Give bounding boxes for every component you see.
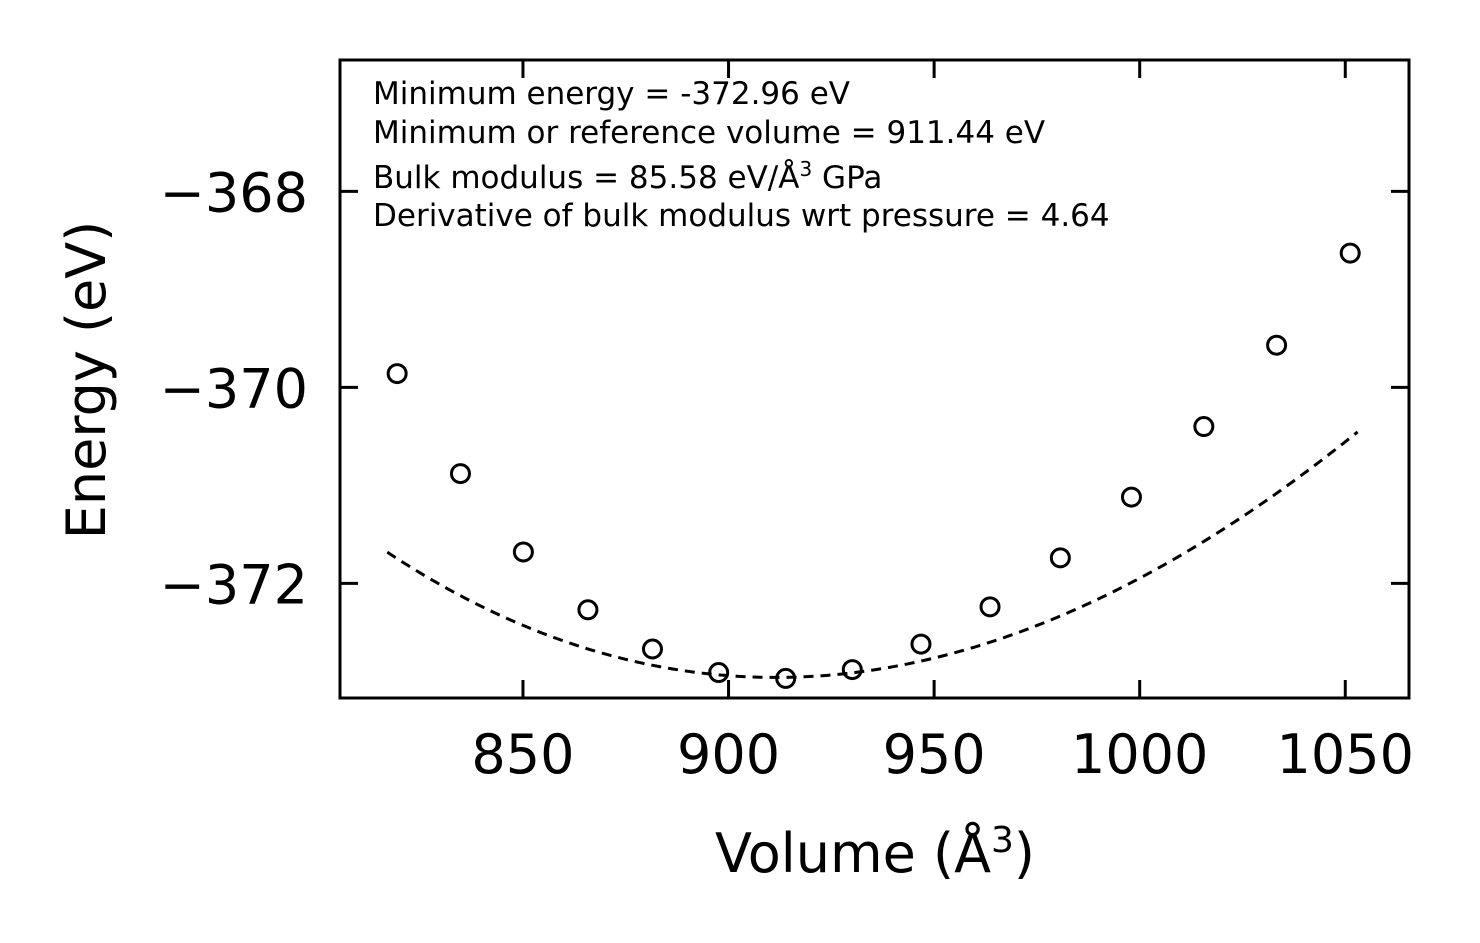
annotation-bulk-modulus-sup: 3	[799, 157, 812, 181]
x-axis-label-main: Volume (Å	[715, 821, 991, 885]
annotation-min-energy: Minimum energy = -372.96 eV	[373, 76, 850, 112]
annotation-bulk-modulus-main: Bulk modulus = 85.58 eV/Å	[373, 160, 799, 196]
annotation-bulk-derivative: Derivative of bulk modulus wrt pressure …	[373, 198, 1110, 234]
data-point	[641, 638, 663, 660]
x-tick-label: 1050	[1277, 723, 1414, 786]
y-axis-label: Energy (eV)	[55, 221, 118, 540]
data-markers	[386, 242, 1361, 689]
data-point	[1339, 242, 1361, 264]
data-point	[1266, 334, 1288, 356]
data-point	[775, 667, 797, 689]
y-ticks: −368 −370 −372	[160, 161, 1409, 616]
data-point	[910, 633, 932, 655]
plot-frame	[338, 58, 1411, 700]
annotation-bulk-modulus: Bulk modulus = 85.58 eV/Å3 GPa	[373, 157, 882, 196]
x-tick-label: 900	[677, 723, 780, 786]
x-axis-label: Volume (Å3)	[715, 820, 1035, 886]
y-tick-label: −370	[160, 357, 308, 420]
x-tick-label: 1000	[1071, 723, 1208, 786]
fit-curve	[386, 430, 1359, 679]
data-point	[841, 659, 863, 681]
data-point	[577, 599, 599, 621]
annotation-reference-volume: Minimum or reference volume = 911.44 eV	[373, 115, 1045, 151]
data-point	[386, 363, 408, 385]
y-tick-label: −368	[160, 161, 308, 224]
data-point	[1193, 416, 1215, 438]
y-tick-label: −372	[160, 553, 308, 616]
data-point	[979, 596, 1001, 618]
x-axis-label-end: )	[1014, 822, 1035, 885]
data-point	[449, 463, 471, 485]
data-point	[512, 541, 534, 563]
x-ticks: 850 900 950 1000 1050	[471, 60, 1414, 786]
data-point	[708, 662, 730, 684]
data-point	[1120, 486, 1142, 508]
x-axis-label-sup: 3	[991, 820, 1014, 861]
x-tick-label: 950	[883, 723, 986, 786]
data-point	[1049, 547, 1071, 569]
annotation-bulk-modulus-unit: GPa	[812, 160, 882, 196]
x-tick-label: 850	[471, 723, 574, 786]
